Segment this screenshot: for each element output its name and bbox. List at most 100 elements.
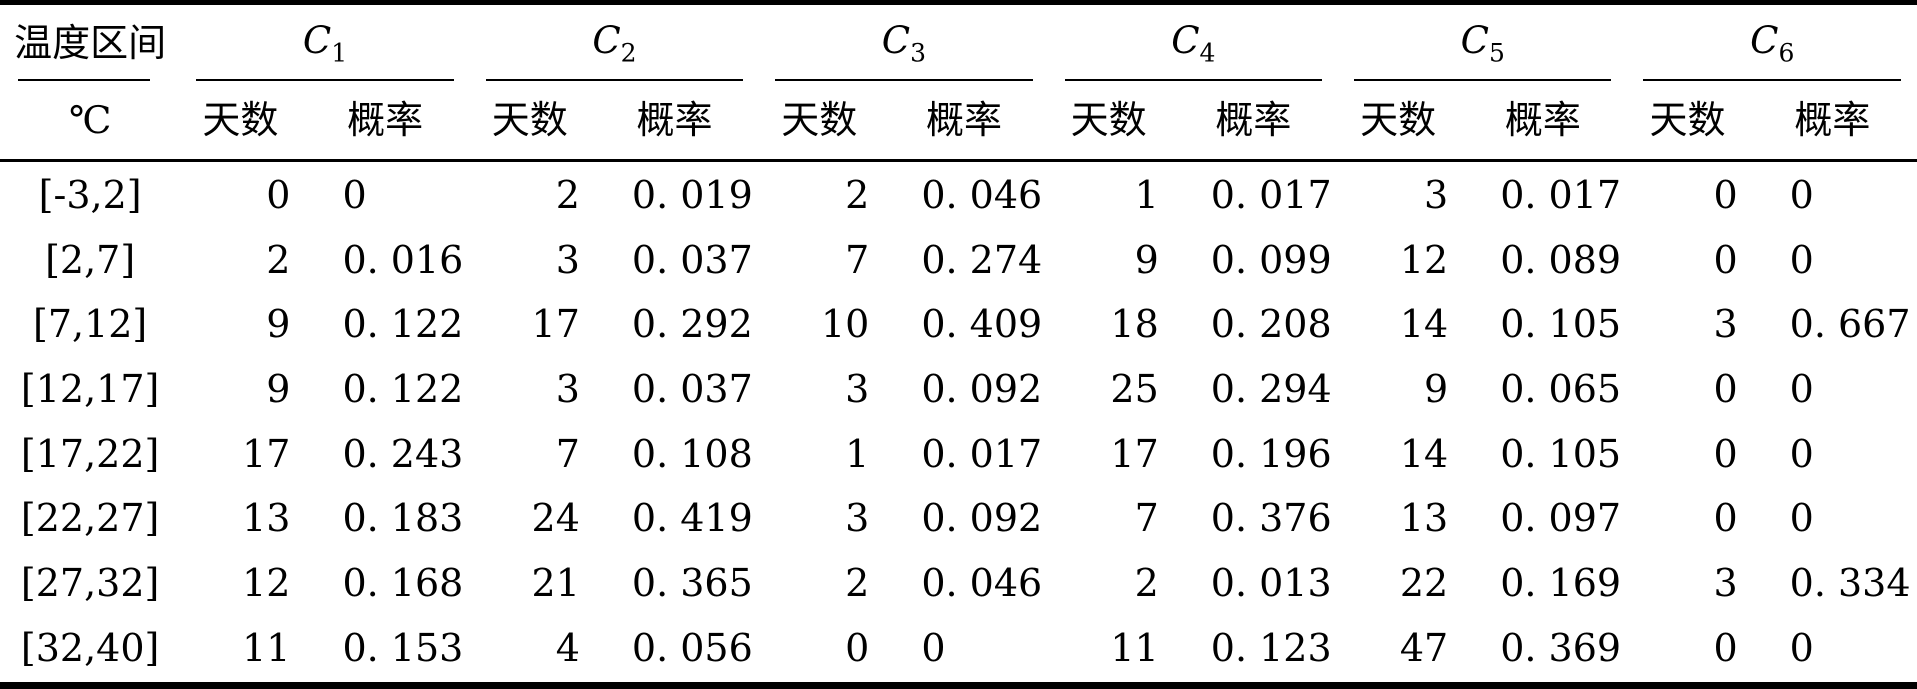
table-row: [32,40] 11 0. 153 4 0. 056 0 0 11 0. 123 47 0. 369… <box>0 615 1917 686</box>
days-cell: 4 <box>555 626 580 671</box>
prob-cell: 0. 153 <box>342 626 464 671</box>
prob-cell: 0. 122 <box>342 302 464 347</box>
days-cell: 10 <box>820 302 870 347</box>
days-cell: 47 <box>1399 626 1449 671</box>
prob-cell: 0 <box>921 626 946 671</box>
days-cell: 3 <box>1713 560 1738 605</box>
days-cell: 3 <box>845 367 870 412</box>
table-row: [-3,2] 0 0 2 0. 019 2 0. 046 1 0. 017 3 0. 017 0 0 <box>0 161 1917 228</box>
prob-cell: 0. 123 <box>1210 626 1332 671</box>
days-cell: 0 <box>1713 237 1738 282</box>
interval-cell: [17,22] <box>20 431 160 476</box>
prob-cell: 0. 108 <box>631 431 753 476</box>
unit-label: ℃ <box>0 81 181 162</box>
days-cell: 13 <box>242 496 291 541</box>
prob-cell: 0. 065 <box>1500 367 1622 412</box>
table-header: 温度区间 C1 C2 C3 C4 C5 C6 ℃ 天数 概率 天数 概率 天数 概率 天数 概率 天数 概率… <box>0 3 1917 162</box>
days-cell: 24 <box>531 496 580 541</box>
prob-cell: 0. 208 <box>1210 302 1332 347</box>
days-cell: 11 <box>242 626 291 671</box>
group-symbol: C <box>592 18 621 62</box>
prob-column-header: 概率 <box>1168 81 1339 162</box>
row-header-title: 温度区间 <box>0 3 180 82</box>
days-cell: 0 <box>1713 367 1738 412</box>
days-column-header: 天数 <box>469 81 590 162</box>
prob-cell: 0. 017 <box>1210 172 1332 217</box>
group-subscript: 2 <box>620 38 637 68</box>
prob-cell: 0 <box>1789 626 1814 671</box>
prob-cell: 0. 019 <box>631 172 753 217</box>
days-cell: 2 <box>1134 560 1159 605</box>
days-cell: 7 <box>1134 496 1159 541</box>
group-symbol: C <box>881 18 911 62</box>
days-cell: 2 <box>555 172 580 217</box>
days-cell: 3 <box>1713 302 1738 347</box>
prob-cell: 0. 667 <box>1789 302 1911 347</box>
days-cell: 11 <box>1110 626 1159 671</box>
days-cell: 3 <box>845 496 870 541</box>
days-cell: 2 <box>266 237 291 282</box>
prob-cell: 0. 196 <box>1210 431 1332 476</box>
prob-cell: 0 <box>342 172 367 217</box>
days-cell: 2 <box>845 560 870 605</box>
table-row: [2,7] 2 0. 016 3 0. 037 7 0. 274 9 0. 099 12 0. 08… <box>0 228 1917 293</box>
group-header-c6: C6 <box>1627 3 1917 82</box>
prob-cell: 0. 037 <box>631 367 753 412</box>
days-cell: 1 <box>1134 172 1159 217</box>
prob-cell: 0. 365 <box>631 560 753 605</box>
interval-cell: [32,40] <box>20 626 160 671</box>
prob-cell: 0. 016 <box>342 237 464 282</box>
days-cell: 21 <box>531 560 580 605</box>
days-cell: 9 <box>266 367 291 412</box>
prob-cell: 0. 243 <box>342 431 464 476</box>
group-subscript: 1 <box>331 38 348 68</box>
days-cell: 3 <box>555 237 580 282</box>
interval-cell: [2,7] <box>45 237 136 282</box>
prob-cell: 0. 334 <box>1789 560 1911 605</box>
prob-cell: 0 <box>1789 237 1814 282</box>
table-row: [7,12] 9 0. 122 17 0. 292 10 0. 409 18 0. 208 14 0… <box>0 292 1917 357</box>
prob-cell: 0. 105 <box>1500 431 1622 476</box>
days-cell: 3 <box>555 367 580 412</box>
days-column-header: 天数 <box>1048 81 1169 162</box>
group-subscript: 3 <box>910 38 926 68</box>
days-cell: 9 <box>1424 367 1449 412</box>
days-column-header: 天数 <box>759 81 880 162</box>
days-cell: 17 <box>242 431 291 476</box>
days-cell: 22 <box>1399 560 1449 605</box>
interval-cell: [-3,2] <box>38 172 142 217</box>
prob-cell: 0 <box>1789 431 1814 476</box>
table-row: [17,22] 17 0. 243 7 0. 108 1 0. 017 17 0. 196 14 0… <box>0 421 1917 486</box>
prob-cell: 0. 046 <box>921 560 1043 605</box>
prob-cell: 0. 056 <box>631 626 753 671</box>
prob-cell: 0. 168 <box>342 560 464 605</box>
group-header-c1: C1 <box>180 3 469 82</box>
days-cell: 18 <box>1110 302 1159 347</box>
sub-header-row: ℃ 天数 概率 天数 概率 天数 概率 天数 概率 天数 概率 天数 概率 <box>0 81 1917 162</box>
days-cell: 1 <box>845 431 870 476</box>
days-cell: 9 <box>1134 237 1159 282</box>
days-cell: 0 <box>1713 496 1738 541</box>
prob-column-header: 概率 <box>1458 81 1628 162</box>
table-row: [22,27] 13 0. 183 24 0. 419 3 0. 092 7 0. 376 13 0… <box>0 486 1917 551</box>
prob-cell: 0. 017 <box>921 431 1043 476</box>
prob-cell: 0. 046 <box>921 172 1043 217</box>
group-header-c2: C2 <box>470 3 759 82</box>
prob-cell: 0. 292 <box>631 302 753 347</box>
group-subscript: 5 <box>1488 38 1505 68</box>
days-cell: 7 <box>555 431 580 476</box>
days-cell: 0 <box>266 172 291 217</box>
group-header-c4: C4 <box>1049 3 1338 82</box>
prob-cell: 0. 294 <box>1210 367 1332 412</box>
prob-cell: 0 <box>1789 367 1814 412</box>
prob-cell: 0. 105 <box>1500 302 1622 347</box>
prob-cell: 0. 169 <box>1500 560 1622 605</box>
prob-cell: 0. 092 <box>921 367 1043 412</box>
days-column-header: 天数 <box>1338 81 1459 162</box>
days-cell: 17 <box>1110 431 1159 476</box>
prob-column-header: 概率 <box>879 81 1049 162</box>
group-header-c3: C3 <box>759 3 1048 82</box>
days-cell: 3 <box>1424 172 1449 217</box>
